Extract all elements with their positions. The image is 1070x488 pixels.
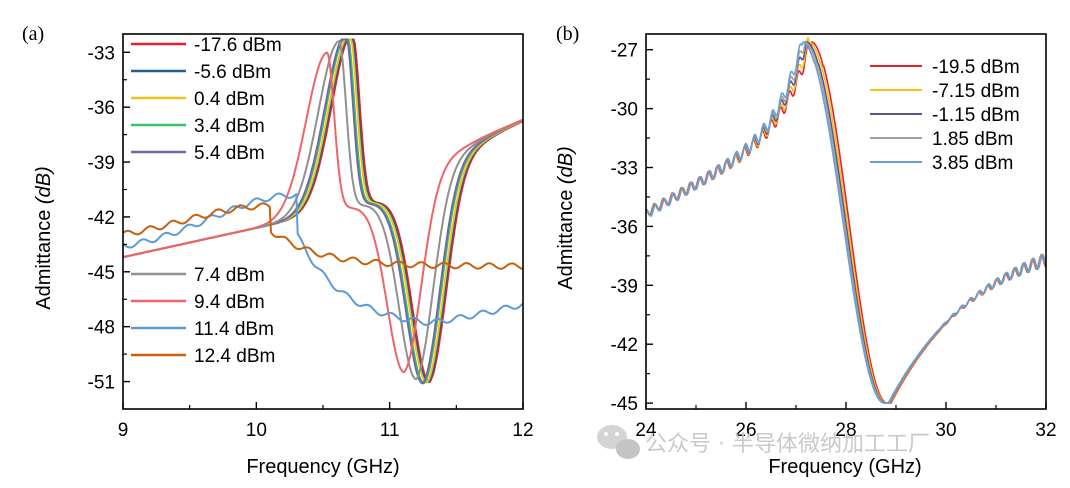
panel-b-xlabel: Frequency (GHz) (768, 456, 921, 478)
panel-b-series-line (645, 41, 1047, 404)
panel-a-series-line (122, 202, 524, 270)
panel-a-ytick-label: -51 (88, 373, 115, 394)
panel-b-label: (b) (556, 23, 579, 45)
legend-label: -19.5 dBm (932, 57, 1020, 78)
legend-label: 1.85 dBm (932, 129, 1013, 150)
panel-b-ytick-label: -33 (611, 159, 638, 180)
legend-label: 3.4 dBm (194, 116, 265, 137)
watermark: 公众号 · 半导体微纳加工工厂 (597, 425, 930, 459)
panel-b: (b) Admittance (dB) Frequency (GHz) 24 26… (555, 23, 1057, 478)
panel-a-legend: -17.6 dBm -5.6 dBm 0.4 dBm 3.4 dBm 5.4 dBm 7.… (131, 35, 282, 367)
legend-label: 0.4 dBm (194, 89, 265, 110)
panel-a-ylabel: Admittance (dB) (33, 166, 55, 309)
panel-b-ticks: 24 26 28 30 32 -27 -30 -33 -36 -39 -42 -45 (611, 41, 1057, 441)
legend-label: -7.15 dBm (932, 81, 1020, 102)
panel-a-ytick-label: -45 (88, 263, 115, 284)
panel-a-xlabel: Frequency (GHz) (246, 456, 399, 478)
panel-b-xtick-label: 26 (735, 420, 756, 441)
panel-b-ytick-label: -45 (611, 394, 638, 415)
panel-a: (a) Admittance (dB) Frequency (GHz) 9 10 1… (22, 23, 534, 478)
panel-b-xtick-label: 24 (635, 420, 657, 441)
legend-label: 7.4 dBm (194, 265, 265, 286)
legend-label: -5.6 dBm (194, 62, 271, 83)
panel-a-ytick-label: -42 (88, 208, 115, 229)
legend-label: -17.6 dBm (194, 35, 282, 56)
panel-b-ytick-label: -39 (611, 276, 638, 297)
panel-a-ytick-label: -33 (88, 43, 115, 64)
legend-label: 12.4 dBm (194, 346, 275, 367)
panel-a-series-line (122, 51, 524, 374)
panel-a-plot (122, 38, 524, 385)
panel-a-xtick-label: 10 (246, 420, 267, 441)
panel-b-ytick-label: -30 (611, 100, 638, 121)
panel-a-xtick-label: 9 (118, 420, 129, 441)
legend-label: 5.4 dBm (194, 143, 265, 164)
panel-a-series-line (122, 192, 524, 326)
legend-label: 11.4 dBm (194, 319, 274, 340)
legend-label: 3.85 dBm (932, 153, 1013, 174)
panel-b-xtick-label: 32 (1035, 420, 1056, 441)
panel-b-ylabel: Admittance (dB) (555, 146, 577, 289)
panel-b-ytick-label: -27 (611, 41, 638, 62)
panel-b-ytick-label: -42 (611, 335, 638, 356)
panel-b-legend: -19.5 dBm -7.15 dBm -1.15 dBm 1.85 dBm 3.85 … (870, 57, 1020, 174)
panel-a-ticks: 9 10 11 12 -33 -36 -39 -42 -45 -48 -51 (88, 43, 534, 441)
panel-a-ytick-label: -39 (88, 153, 115, 174)
panel-a-ytick-label: -48 (88, 318, 115, 339)
panel-b-ytick-label: -36 (611, 217, 638, 238)
panel-a-ytick-label: -36 (88, 98, 115, 119)
panel-a-xtick-label: 12 (512, 420, 533, 441)
panel-a-xtick-label: 11 (380, 420, 400, 441)
watermark-text: 公众号 · 半导体微纳加工工厂 (645, 432, 930, 457)
wechat-icon (597, 425, 640, 459)
panel-b-plot (645, 36, 1047, 404)
panel-b-xtick-label: 30 (935, 420, 956, 441)
panel-b-xtick-label: 28 (835, 420, 856, 441)
panel-a-label: (a) (22, 23, 44, 45)
legend-label: 9.4 dBm (194, 292, 265, 313)
legend-label: -1.15 dBm (932, 105, 1020, 126)
